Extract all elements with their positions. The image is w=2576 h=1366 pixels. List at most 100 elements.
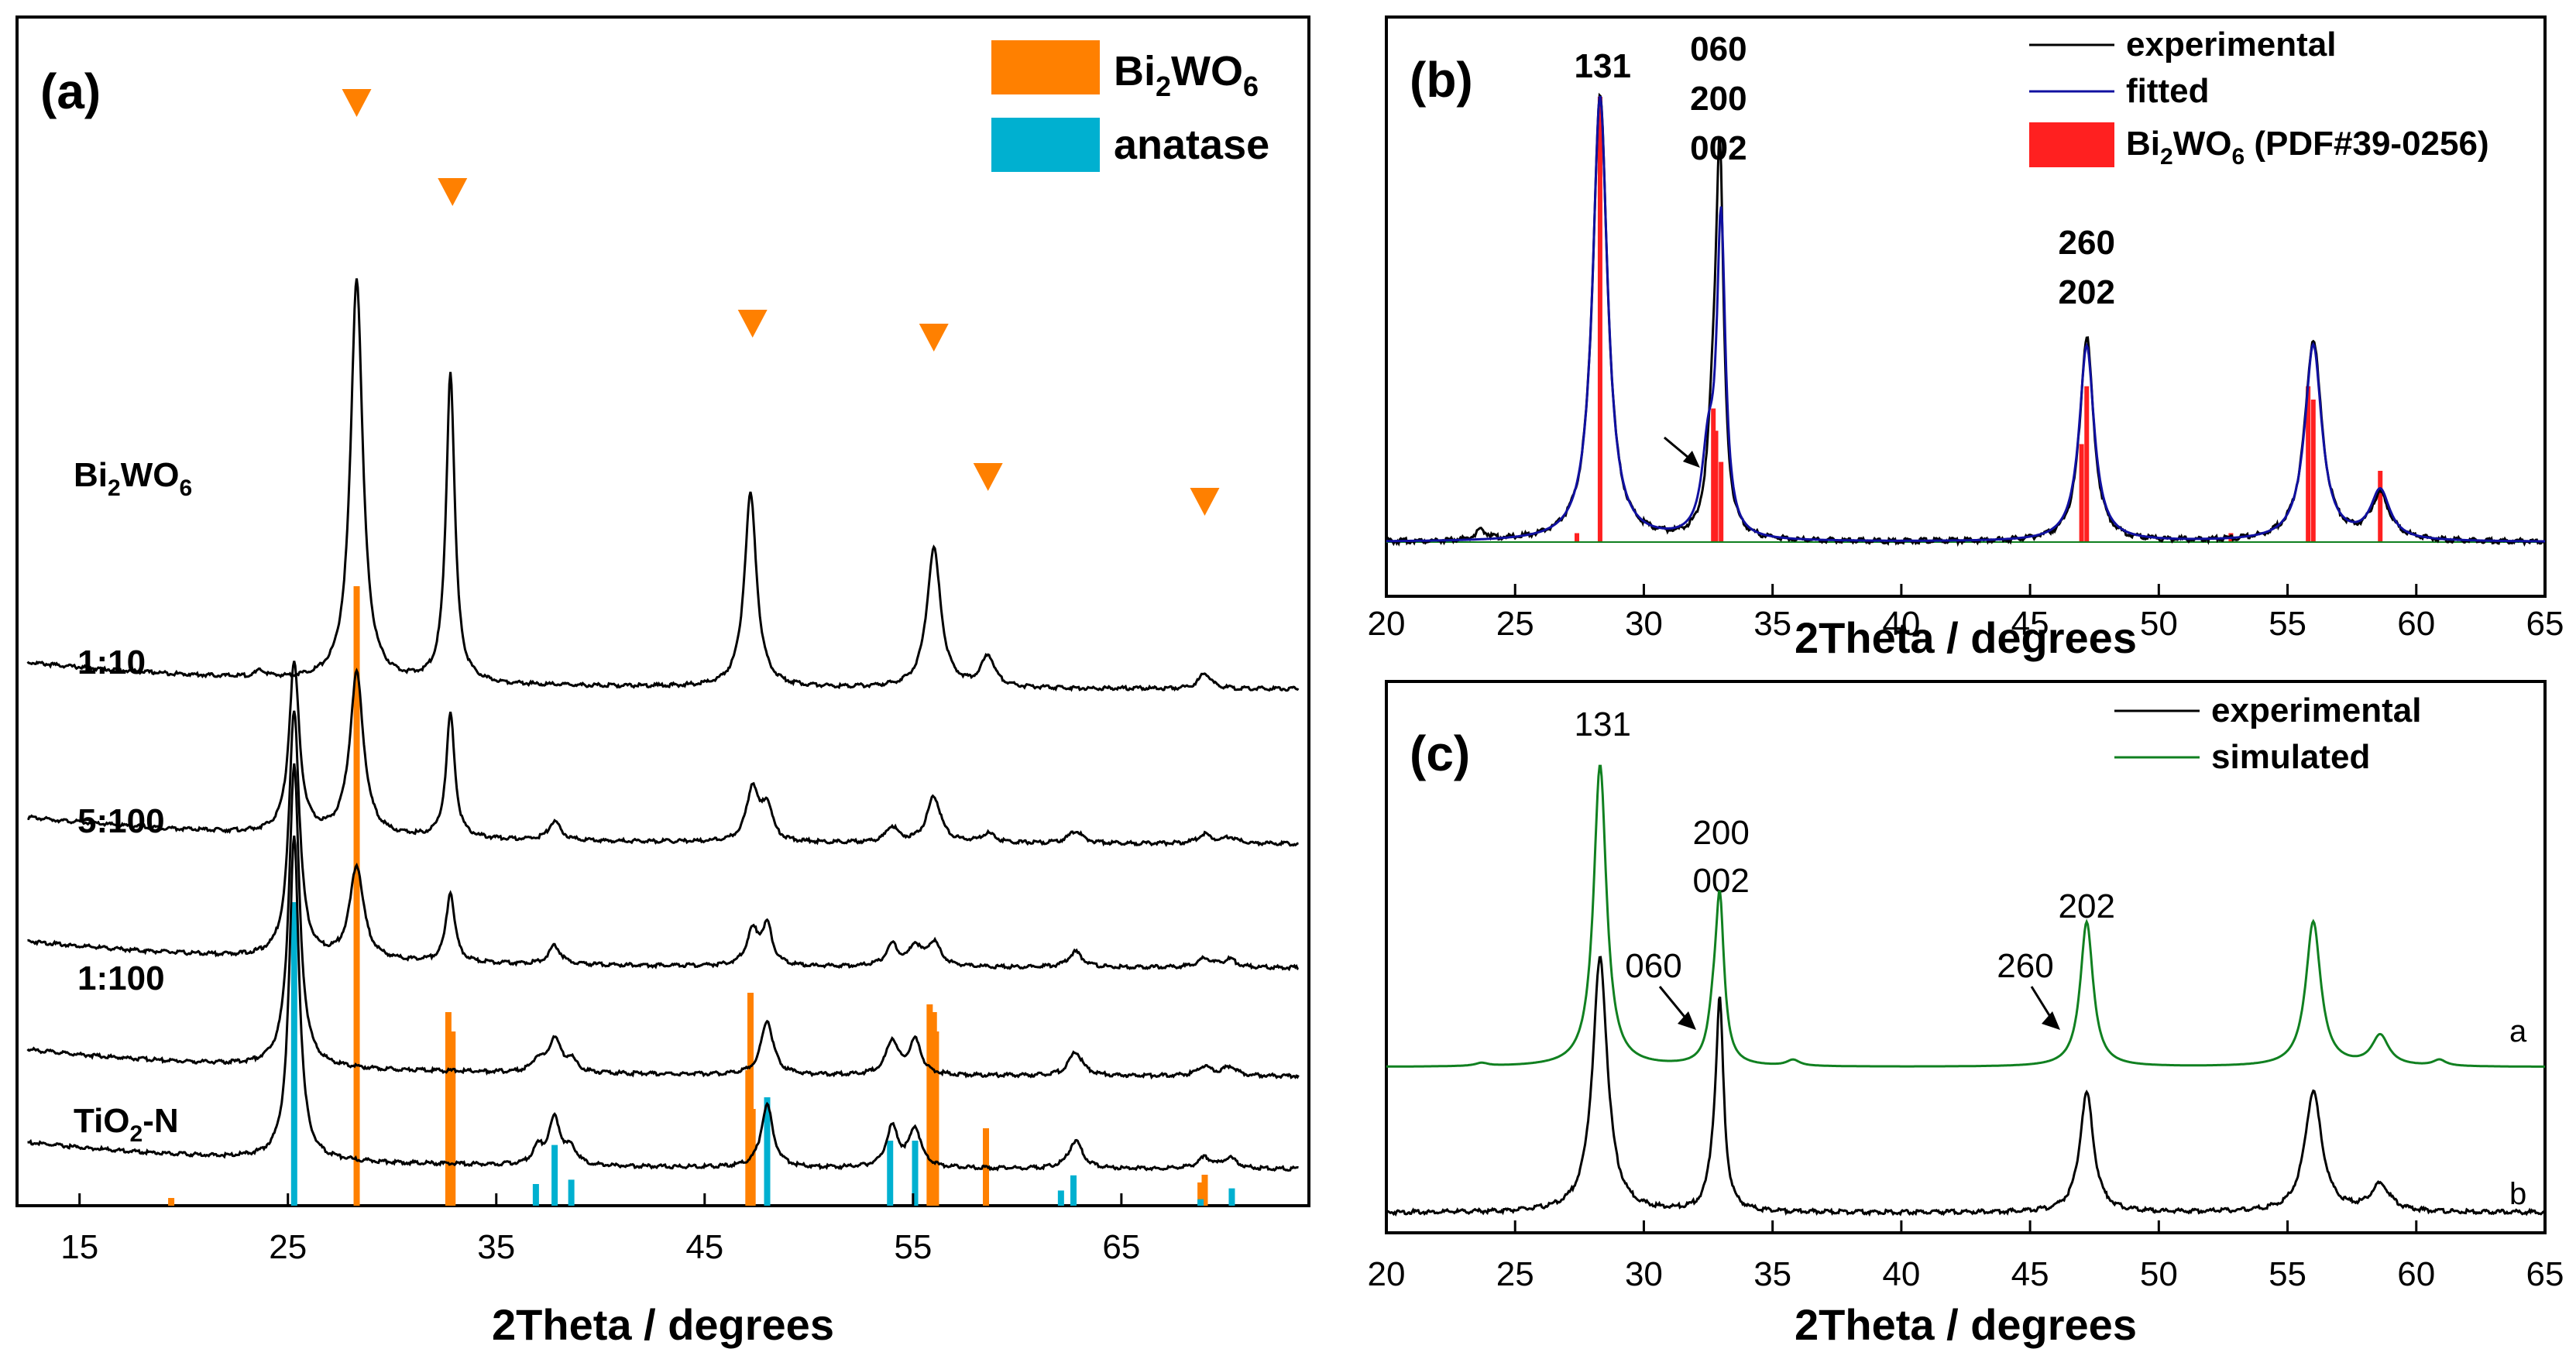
legend-label-pdf: Bi2WO6 (PDF#39-0256) — [2126, 125, 2489, 170]
tick-label: 25 — [1496, 1255, 1534, 1293]
reference-bars — [168, 586, 1235, 1206]
panel-a-legend: Bi2WO6 anatase — [991, 40, 1269, 172]
ref-bar-bi2wo6 — [747, 993, 754, 1206]
tick-label: 35 — [477, 1228, 515, 1266]
tick-label: 25 — [269, 1228, 307, 1266]
ref-bar-anatase — [912, 1141, 919, 1206]
xrd-curve-1-100 — [26, 763, 1300, 1080]
series-label-1-10: 1:10 — [77, 644, 146, 681]
ref-bar-bi2wo6 — [168, 1198, 175, 1206]
hkl-label: 131 — [1575, 705, 1631, 743]
peak-marker-triangle — [919, 324, 949, 352]
ref-bar-anatase — [1070, 1175, 1077, 1206]
legend-label-experimental: experimental — [2211, 692, 2421, 729]
tick-label: 20 — [1368, 1255, 1406, 1293]
panel-a-xlabel: 2Theta / degrees — [492, 1300, 834, 1349]
tick-label: 45 — [2011, 1255, 2049, 1293]
peak-marker-triangle — [973, 463, 1003, 491]
curve-tag-b: b — [2509, 1177, 2526, 1211]
tick-label: 65 — [2526, 1255, 2564, 1293]
ref-bar-anatase — [764, 1097, 771, 1206]
tick-label: 60 — [2397, 605, 2435, 643]
xrd-curve-fitted — [1386, 96, 2545, 543]
pdf-bar — [1719, 462, 1724, 542]
ref-bar-anatase — [290, 902, 297, 1206]
xrd-curve-bi2wo6 — [26, 278, 1300, 692]
tick-label: 50 — [2140, 1255, 2178, 1293]
peak-marker-triangle — [737, 310, 768, 338]
hkl-label: 260 — [2059, 224, 2115, 262]
pdf-bar — [1575, 533, 1580, 542]
panel-c-legend: experimental simulated — [2114, 692, 2421, 776]
pdf-bar — [1713, 431, 1719, 542]
ref-bar-bi2wo6 — [1197, 1182, 1204, 1206]
series-labels: Bi2WO6 1:10 5:100 1:100 TiO2-N — [74, 456, 192, 1147]
ref-bar-bi2wo6 — [1201, 1175, 1208, 1206]
tick-label: 65 — [1102, 1228, 1140, 1266]
hkl-label: 202 — [2059, 273, 2115, 311]
ref-bar-bi2wo6 — [926, 1004, 933, 1206]
panel-c-frame — [1385, 680, 2547, 1234]
tick-label: 40 — [1882, 1255, 1920, 1293]
pdf-bar — [2378, 471, 2383, 542]
hkl-label: 131 — [1575, 47, 1631, 85]
tick-label: 30 — [1625, 1255, 1663, 1293]
tick-label: 35 — [1753, 605, 1791, 643]
legend-swatch-pdf — [2029, 122, 2114, 167]
legend-label-anatase: anatase — [1114, 122, 1269, 168]
hkl-label: 200 — [1690, 80, 1747, 118]
tick-label: 55 — [894, 1228, 932, 1266]
ref-bar-anatase — [1228, 1188, 1235, 1206]
tick-label: 60 — [2397, 1255, 2435, 1293]
pdf-bar — [2306, 386, 2311, 542]
xrd-curve-experimental — [1386, 956, 2546, 1217]
pdf-bar — [1597, 97, 1602, 542]
panel-c-xlabel: 2Theta / degrees — [1795, 1300, 2137, 1349]
tick-label: 50 — [2140, 605, 2178, 643]
ref-bar-bi2wo6 — [449, 1031, 456, 1206]
ref-bar-anatase — [532, 1184, 539, 1206]
ref-bar-anatase — [568, 1179, 575, 1206]
tick-label: 30 — [1625, 605, 1663, 643]
ref-bar-anatase — [1197, 1199, 1204, 1206]
pdf-bar — [1711, 408, 1716, 542]
peak-marker-triangle — [438, 178, 468, 206]
peak-marker-triangle — [1190, 488, 1220, 516]
x-axis-ticks: 20 25 30 35 40 45 50 55 60 65 — [1368, 584, 2564, 643]
arrow-head — [1678, 1011, 1696, 1030]
hkl-label: 200 — [1692, 814, 1749, 852]
arrow-label: 060 — [1625, 947, 1681, 985]
arrow-label: 260 — [1997, 947, 2053, 985]
curve-tag-a: a — [2509, 1014, 2527, 1049]
peak-markers — [342, 89, 1220, 516]
ref-bar-bi2wo6 — [933, 1031, 939, 1206]
tick-label: 45 — [685, 1228, 723, 1266]
arrow-head — [1682, 451, 1700, 468]
xrd-curves — [26, 278, 1300, 1172]
legend-label-fitted: fitted — [2126, 72, 2210, 110]
ref-bar-anatase — [551, 1145, 558, 1206]
x-axis-ticks: 20 25 30 35 40 45 50 55 60 65 — [1368, 1220, 2564, 1293]
tick-label: 20 — [1368, 605, 1406, 643]
tick-label: 65 — [2526, 605, 2564, 643]
ref-bar-anatase — [887, 1141, 894, 1206]
panel-b-legend: experimental fitted Bi2WO6 (PDF#39-0256) — [2029, 26, 2489, 170]
tick-label: 15 — [60, 1228, 98, 1266]
ref-bar-anatase — [1057, 1190, 1064, 1206]
legend-label-experimental: experimental — [2126, 26, 2336, 63]
panel-b-label: (b) — [1410, 52, 1473, 108]
legend-label-simulated: simulated — [2211, 738, 2370, 776]
tick-label: 35 — [1753, 1255, 1791, 1293]
panel-c: (c) experimental simulated 131200002202 … — [1368, 680, 2564, 1349]
ref-bar-bi2wo6 — [353, 586, 360, 1206]
panel-b: (b) experimental fitted Bi2WO6 (PDF#39-0… — [1368, 15, 2564, 662]
ref-bar-bi2wo6 — [445, 1012, 452, 1206]
xrd-curves: 060 260 — [1386, 764, 2546, 1217]
tick-label: 45 — [2011, 605, 2049, 643]
panel-a-label: (a) — [40, 63, 101, 119]
series-label-tio2-n: TiO2-N — [74, 1102, 179, 1147]
panel-b-frame — [1385, 15, 2547, 598]
series-label-1-100: 1:100 — [77, 959, 165, 997]
